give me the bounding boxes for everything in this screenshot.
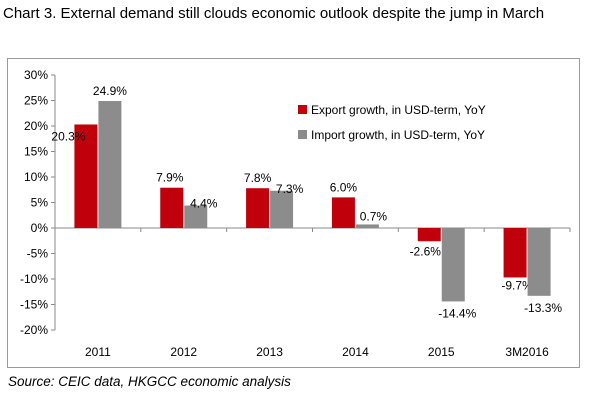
y-tick-label: 20% bbox=[24, 119, 48, 133]
export-data-label: 7.8% bbox=[244, 171, 272, 185]
import-data-label: 24.9% bbox=[93, 84, 127, 98]
import-bar bbox=[527, 228, 551, 296]
import-bar bbox=[355, 224, 379, 228]
export-data-label: 20.3% bbox=[51, 129, 85, 143]
x-tick-label: 2011 bbox=[85, 345, 111, 359]
y-tick-label: 5% bbox=[31, 196, 49, 210]
import-data-label: 0.7% bbox=[360, 209, 388, 223]
y-tick-label: -5% bbox=[27, 247, 49, 261]
import-data-label: 4.4% bbox=[190, 197, 218, 211]
import-data-label: 7.3% bbox=[276, 182, 304, 196]
x-tick-label: 2013 bbox=[256, 345, 283, 359]
import-bar bbox=[441, 228, 465, 302]
legend-swatch-import bbox=[298, 130, 307, 139]
import-bar bbox=[184, 205, 208, 228]
y-tick-label: -20% bbox=[20, 323, 48, 337]
legend-label-import: Import growth, in USD-term, YoY bbox=[311, 128, 485, 142]
export-bar bbox=[503, 228, 527, 278]
x-tick-label: 2014 bbox=[342, 345, 369, 359]
legend-label-export: Export growth, in USD-term, YoY bbox=[311, 103, 486, 117]
y-tick-label: 15% bbox=[24, 145, 48, 159]
chart-frame bbox=[7, 58, 580, 368]
y-tick-label: 30% bbox=[24, 68, 48, 82]
export-data-label: -2.6% bbox=[410, 244, 442, 258]
x-tick-label: 2012 bbox=[170, 345, 197, 359]
import-bar bbox=[270, 190, 294, 228]
y-tick-label: -10% bbox=[20, 272, 48, 286]
chart-title: Chart 3. External demand still clouds ec… bbox=[3, 5, 545, 22]
export-bar bbox=[246, 188, 270, 228]
y-tick-label: 25% bbox=[24, 94, 48, 108]
legend-swatch-export bbox=[298, 105, 307, 114]
import-data-label: -13.3% bbox=[524, 301, 562, 315]
y-tick-label: 0% bbox=[31, 221, 49, 235]
export-data-label: -9.7% bbox=[501, 278, 533, 292]
export-data-label: 7.9% bbox=[156, 171, 184, 185]
x-tick-label: 2015 bbox=[428, 345, 455, 359]
export-bar bbox=[160, 187, 184, 228]
y-tick-label: -15% bbox=[20, 298, 48, 312]
source-note: Source: CEIC data, HKGCC economic analys… bbox=[8, 374, 291, 389]
export-bar bbox=[74, 124, 98, 228]
x-tick-label: 3M2016 bbox=[505, 345, 549, 359]
import-bar bbox=[98, 101, 122, 228]
export-data-label: 6.0% bbox=[330, 180, 358, 194]
import-data-label: -14.4% bbox=[438, 306, 476, 320]
y-tick-label: 10% bbox=[24, 170, 48, 184]
export-bar bbox=[331, 197, 355, 228]
export-bar bbox=[417, 228, 441, 242]
